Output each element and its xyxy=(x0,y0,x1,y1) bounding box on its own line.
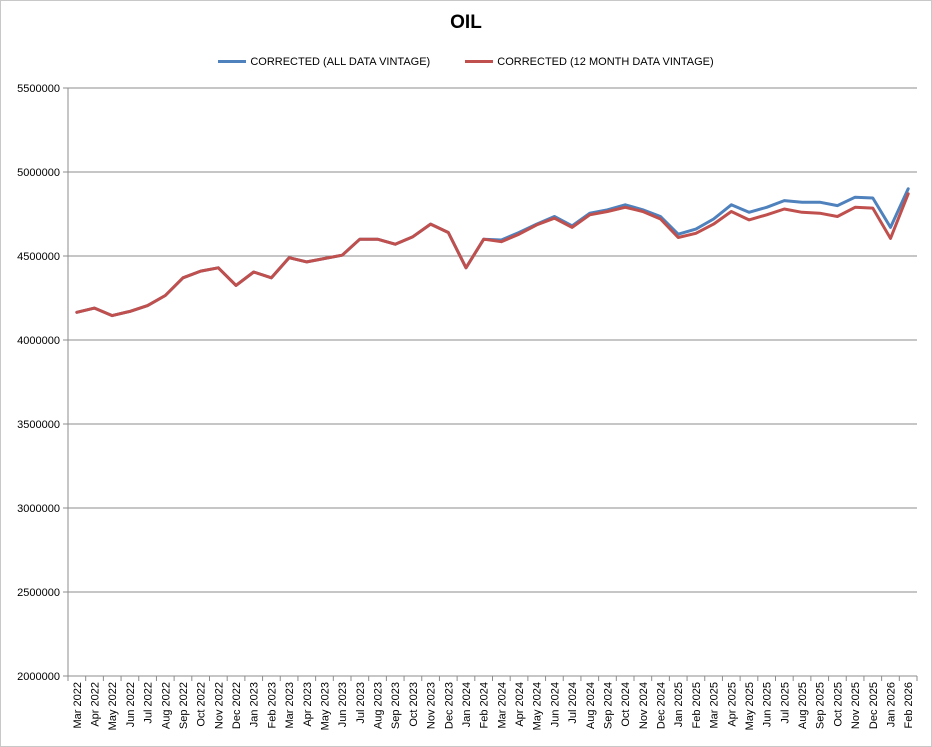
legend-swatch-12-month xyxy=(465,60,494,63)
x-tick-label: Dec 2025 xyxy=(868,682,880,729)
legend-swatch-all-data xyxy=(218,60,247,63)
series-line-12-month-data-vintage xyxy=(75,192,910,318)
x-tick-label: Sep 2022 xyxy=(178,682,190,729)
x-tick-label: Nov 2022 xyxy=(213,682,225,729)
y-tick-label: 5500000 xyxy=(17,83,60,95)
x-tick-label: Jul 2022 xyxy=(143,682,155,724)
x-tick-label: Jun 2022 xyxy=(125,682,137,727)
x-tick-label: Nov 2025 xyxy=(850,682,862,729)
x-tick-label: Aug 2024 xyxy=(585,682,597,729)
series-lines xyxy=(75,187,910,318)
y-tick-label: 2500000 xyxy=(17,587,60,599)
x-tick-label: Jun 2025 xyxy=(762,682,774,727)
y-tick-label: 3000000 xyxy=(17,503,60,515)
x-tick-label: Feb 2025 xyxy=(691,682,703,728)
x-tick-label: May 2024 xyxy=(532,682,544,730)
x-tick-label: Jan 2024 xyxy=(461,682,473,727)
legend-entry-all-data: CORRECTED (ALL DATA VINTAGE) xyxy=(218,56,430,68)
legend: CORRECTED (ALL DATA VINTAGE) CORRECTED (… xyxy=(0,54,932,68)
x-tick-label: Oct 2025 xyxy=(832,682,844,727)
x-tick-label: Jan 2025 xyxy=(673,682,685,727)
legend-label-all-data: CORRECTED (ALL DATA VINTAGE) xyxy=(250,55,431,68)
x-tick-label: Jun 2024 xyxy=(549,682,561,727)
x-tick-label: Sep 2025 xyxy=(815,682,827,729)
x-tick-label: Aug 2025 xyxy=(797,682,809,729)
x-tick-label: Aug 2022 xyxy=(160,682,172,729)
y-tick-label: 4500000 xyxy=(17,251,60,263)
x-tick-label: Dec 2024 xyxy=(656,682,668,729)
y-axis-tick-labels: 2000000 2500000 3000000 3500000 4000000 45000… xyxy=(17,83,60,683)
x-tick-label: Oct 2023 xyxy=(408,682,420,727)
x-tick-label: May 2022 xyxy=(107,682,119,730)
x-tick-label: Feb 2024 xyxy=(479,682,491,728)
x-tick-label: May 2025 xyxy=(744,682,756,730)
y-tick-label: 4000000 xyxy=(17,335,60,347)
x-tick-label: Apr 2024 xyxy=(514,682,526,727)
x-tick-label: Jan 2026 xyxy=(885,682,897,727)
x-tick-label: Nov 2023 xyxy=(426,682,438,729)
x-tick-label: Jul 2023 xyxy=(355,682,367,724)
legend-entry-12-month: CORRECTED (12 MONTH DATA VINTAGE) xyxy=(465,55,714,68)
axes xyxy=(63,87,918,681)
x-tick-label: Jul 2024 xyxy=(567,682,579,724)
x-tick-label: Jan 2023 xyxy=(249,682,261,727)
y-tick-label: 5000000 xyxy=(17,167,60,179)
x-tick-label: Dec 2022 xyxy=(231,682,243,729)
x-tick-label: Feb 2023 xyxy=(266,682,278,728)
legend-label-12-month: CORRECTED (12 MONTH DATA VINTAGE) xyxy=(497,55,714,68)
x-tick-label: Dec 2023 xyxy=(443,682,455,729)
x-tick-label: Nov 2024 xyxy=(638,682,650,729)
x-tick-label: May 2023 xyxy=(319,682,331,730)
x-tick-label: Aug 2023 xyxy=(373,682,385,729)
x-tick-label: Mar 2024 xyxy=(496,682,508,728)
x-tick-label: Sep 2023 xyxy=(390,682,402,729)
x-tick-label: Apr 2022 xyxy=(90,682,102,727)
x-tick-label: Mar 2022 xyxy=(72,682,84,728)
x-tick-label: Apr 2023 xyxy=(302,682,314,727)
x-axis-tick-labels: Mar 2022 Apr 2022 May 2022 Jun 2022 Jul 2022… xyxy=(72,682,915,730)
x-tick-label: Oct 2024 xyxy=(620,682,632,727)
x-tick-label: Mar 2023 xyxy=(284,682,296,728)
y-tick-label: 2000000 xyxy=(17,671,60,683)
y-tick-label: 3500000 xyxy=(17,419,60,431)
x-tick-label: Mar 2025 xyxy=(709,682,721,728)
chart-title: OIL xyxy=(450,12,482,33)
x-tick-label: Jun 2023 xyxy=(337,682,349,727)
x-tick-label: Sep 2024 xyxy=(602,682,614,729)
gridlines xyxy=(68,87,917,677)
x-tick-label: Oct 2022 xyxy=(196,682,208,727)
x-tick-label: Jul 2025 xyxy=(779,682,791,724)
x-tick-label: Apr 2025 xyxy=(726,682,738,727)
x-tick-label: Feb 2026 xyxy=(903,682,915,728)
